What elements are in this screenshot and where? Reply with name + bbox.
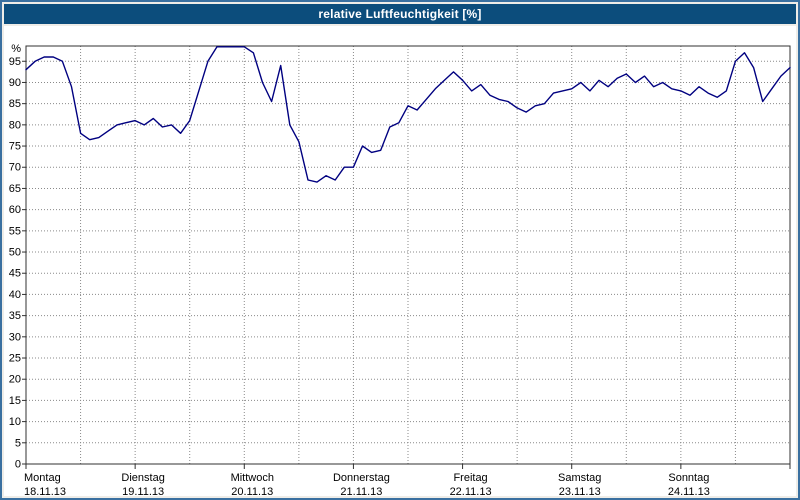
plot-background — [26, 46, 790, 464]
x-date-label: 23.11.13 — [559, 486, 601, 496]
y-tick-label: 90 — [9, 77, 21, 89]
x-date-label: 20.11.13 — [231, 486, 273, 496]
y-tick-label: 70 — [9, 162, 21, 174]
y-tick-label: 50 — [9, 247, 21, 259]
x-day-label: Dienstag — [121, 472, 164, 484]
y-tick-label: 35 — [9, 310, 21, 322]
y-tick-label: 10 — [9, 416, 21, 428]
humidity-line — [25, 46, 791, 183]
y-tick-label: 85 — [9, 98, 21, 110]
y-tick-label: 25 — [9, 353, 21, 365]
x-date-label: 19.11.13 — [122, 486, 164, 496]
y-tick-label: 65 — [9, 183, 21, 195]
y-tick-label: 40 — [9, 289, 21, 301]
y-tick-label: 20 — [9, 374, 21, 386]
y-tick-label: 5 — [15, 437, 21, 449]
y-tick-label: 80 — [9, 119, 21, 131]
chart-area: 0 5 10 15 20 25 30 35 40 45 50 55 60 65 70 75 80 85 90 95% M… — [4, 26, 796, 496]
window-titlebar: relative Luftfeuchtigkeit [%] — [4, 4, 796, 24]
y-tick-label: 15 — [9, 395, 21, 407]
y-tick-label: 95 — [9, 56, 21, 68]
x-day-label: Samstag — [558, 472, 601, 484]
chart-title: relative Luftfeuchtigkeit [%] — [318, 7, 482, 21]
x-date-label: 18.11.13 — [24, 486, 66, 496]
x-date-label: 21.11.13 — [340, 486, 382, 496]
x-day-label: Mittwoch — [231, 472, 274, 484]
y-tick-label: 55 — [9, 225, 21, 237]
x-date-label: 24.11.13 — [668, 486, 710, 496]
x-day-label: Sonntag — [668, 472, 709, 484]
y-tick-label: 45 — [9, 268, 21, 280]
x-day-label: Donnerstag — [333, 472, 390, 484]
y-tick-label: 75 — [9, 141, 21, 153]
x-day-label: Freitag — [453, 472, 487, 484]
y-tick-label: 60 — [9, 204, 21, 216]
plot-border — [25, 45, 791, 465]
x-date-label: 22.11.13 — [450, 486, 492, 496]
x-day-label: Montag — [24, 472, 61, 484]
y-tick-label: 30 — [9, 331, 21, 343]
y-tick-label: 0 — [15, 459, 21, 471]
y-axis-unit-label: % — [11, 43, 21, 55]
humidity-chart: 0 5 10 15 20 25 30 35 40 45 50 55 60 65 70 75 80 85 90 95% M… — [9, 43, 791, 496]
